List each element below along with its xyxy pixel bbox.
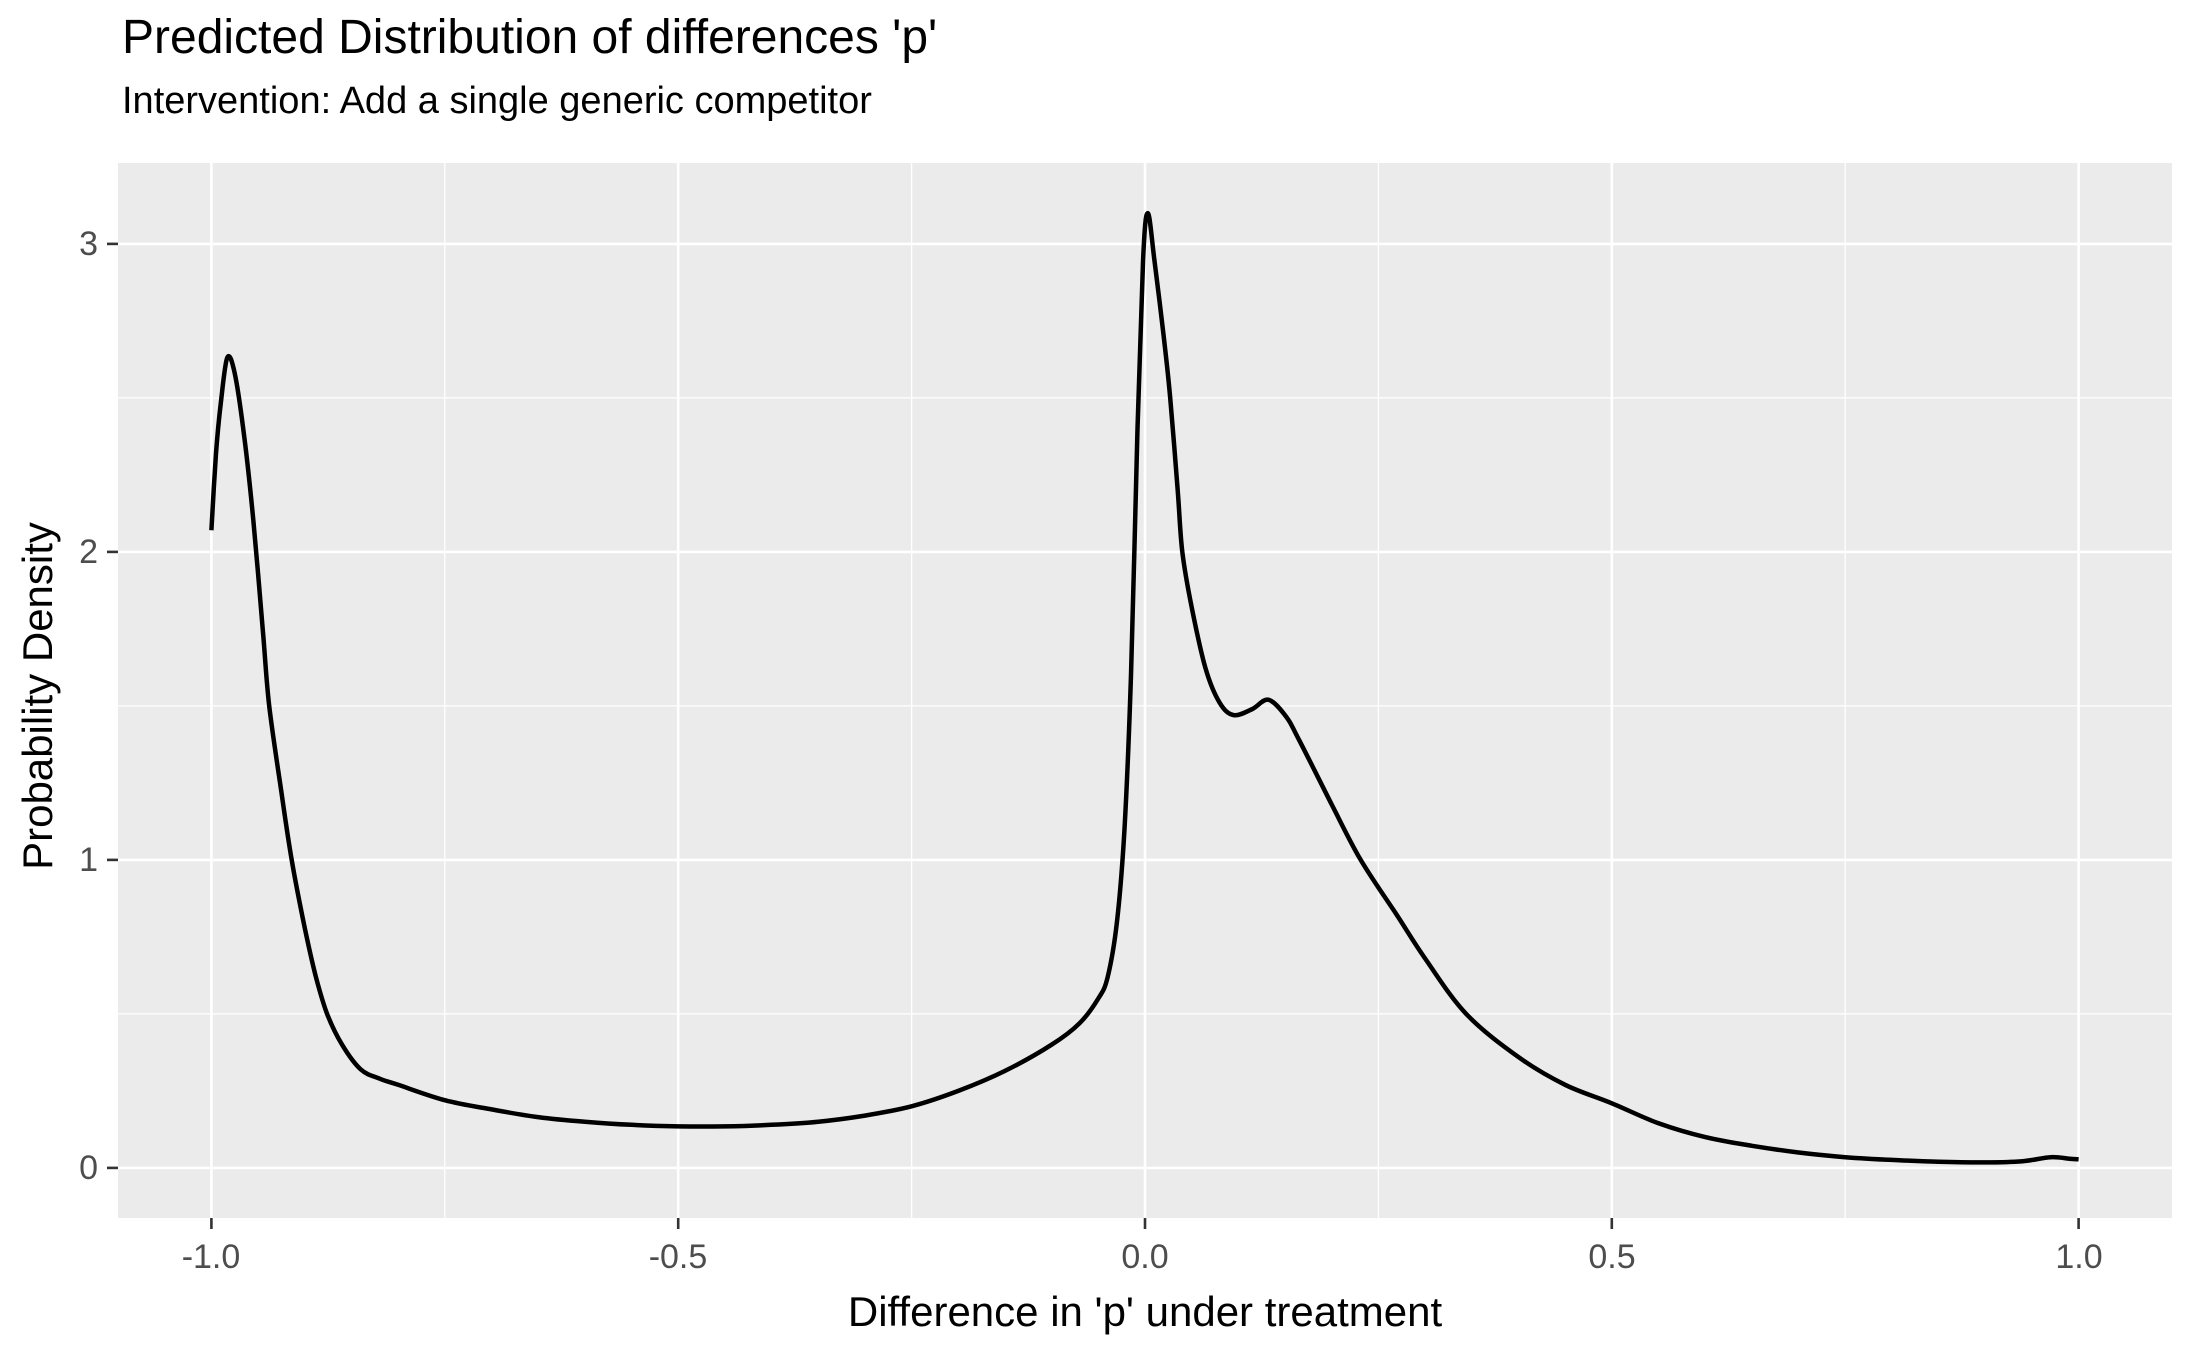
x-tick-label: 0.0 (1121, 1238, 1169, 1276)
x-tick-label: 1.0 (2055, 1238, 2103, 1276)
axis-tick-marks (107, 242, 2080, 1229)
x-axis-title: Difference in 'p' under treatment (847, 1288, 1443, 1335)
x-tick-label: -0.5 (648, 1238, 708, 1276)
plot-title: Predicted Distribution of differences 'p… (122, 11, 938, 64)
x-tick-label: -1.0 (181, 1238, 241, 1276)
y-tick-label: 0 (79, 1149, 98, 1187)
y-axis-title: Probability Density (14, 522, 61, 870)
y-tick-label: 2 (79, 533, 98, 571)
plot-subtitle: Intervention: Add a single generic compe… (122, 80, 872, 122)
x-tick-label: 0.5 (1588, 1238, 1636, 1276)
y-tick-label: 3 (79, 225, 98, 263)
y-tick-label: 1 (79, 841, 98, 879)
density-curve (209, 210, 2079, 1165)
